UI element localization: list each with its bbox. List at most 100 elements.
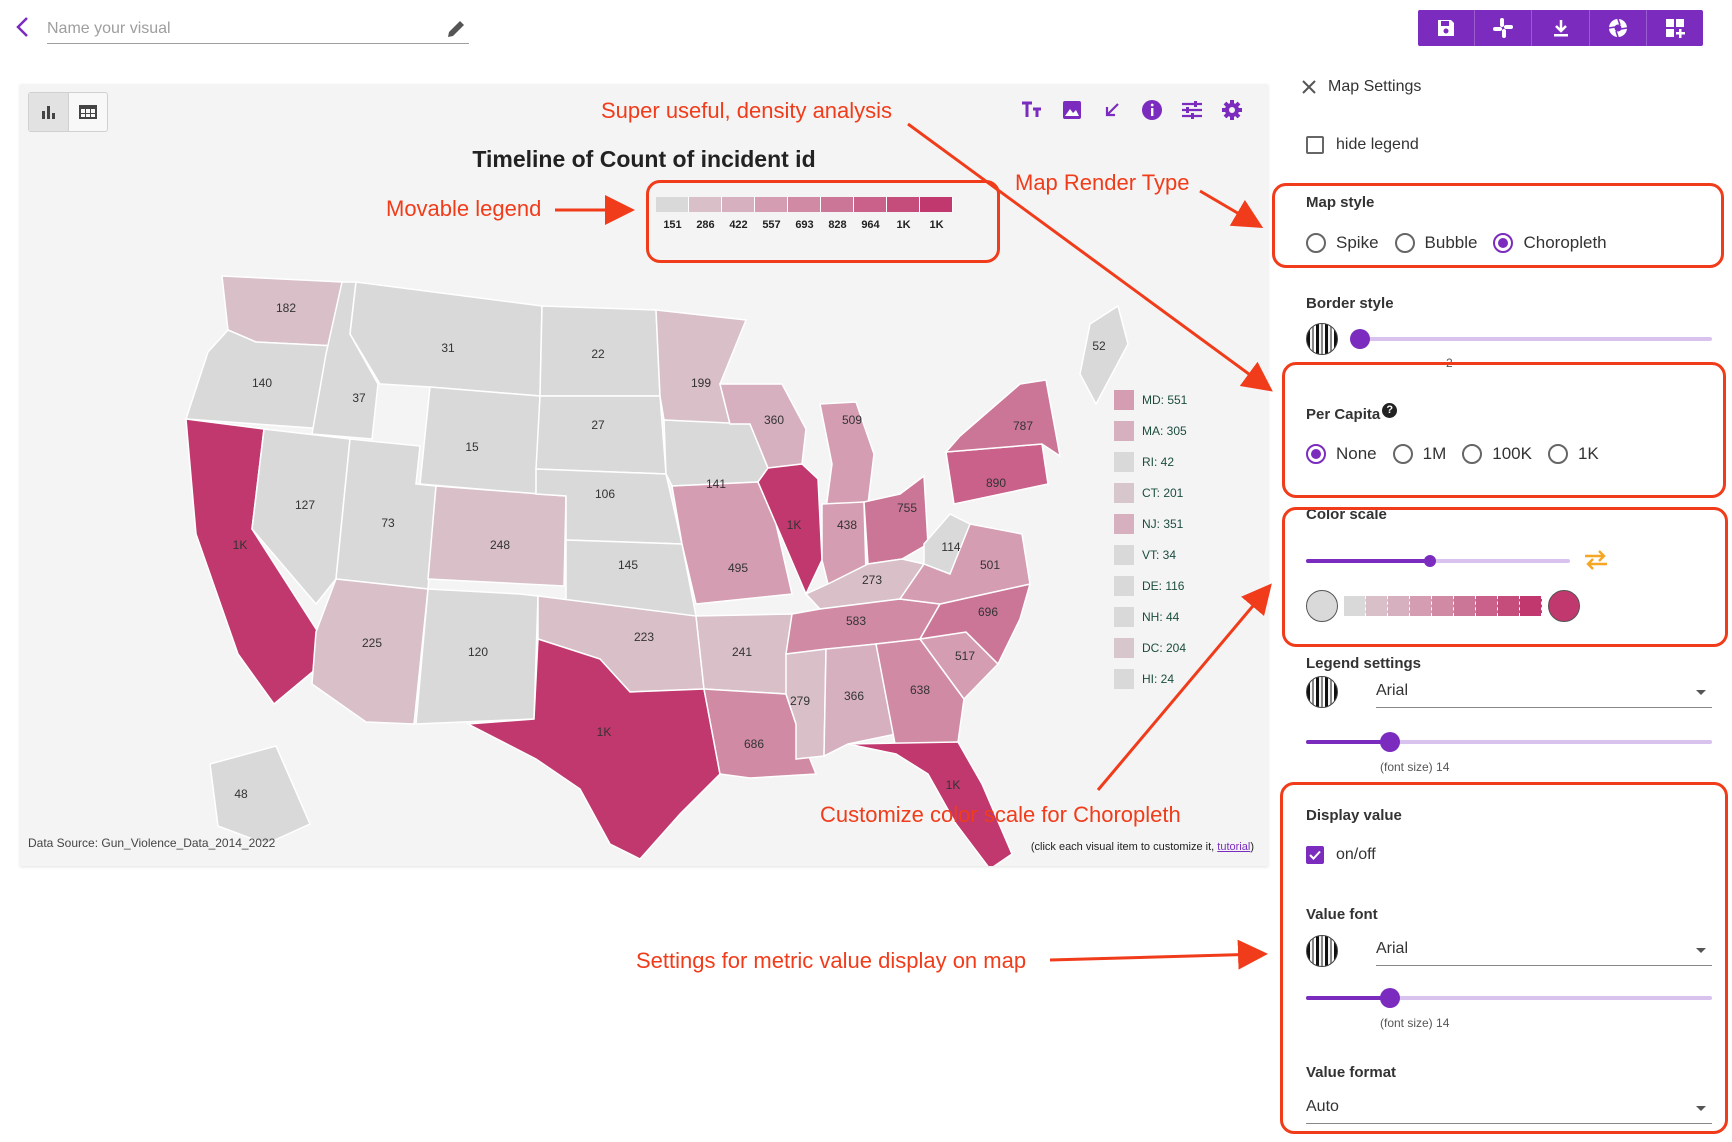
radio-bubble[interactable] xyxy=(1394,233,1415,253)
scale-strip-cell xyxy=(1366,596,1388,616)
scale-swatch xyxy=(755,197,788,212)
state-value-co: 248 xyxy=(490,538,510,552)
radio-1m[interactable] xyxy=(1392,444,1413,464)
slack-button[interactable] xyxy=(1475,10,1533,46)
tutorial-link[interactable]: tutorial xyxy=(1217,841,1251,853)
panel-title: Map Settings xyxy=(1328,78,1422,95)
state-al[interactable] xyxy=(823,643,897,758)
legend-font-select[interactable]: Arial xyxy=(1376,678,1712,708)
scale-strip-cell xyxy=(1498,596,1520,616)
radio-100k[interactable] xyxy=(1462,444,1483,464)
state-value-mi: 509 xyxy=(842,413,862,427)
state-tx[interactable] xyxy=(465,637,721,860)
state-value-pa: 890 xyxy=(986,476,1006,490)
resize-button[interactable] xyxy=(1100,98,1124,122)
state-ny[interactable] xyxy=(944,379,1062,458)
radio-spike[interactable] xyxy=(1306,233,1326,253)
value-font-size-slider[interactable] xyxy=(1306,988,1712,1008)
legend-item: NH: 44 xyxy=(1114,601,1187,632)
info-button[interactable] xyxy=(1140,98,1164,122)
state-oh[interactable] xyxy=(863,474,929,565)
radio-1k[interactable] xyxy=(1547,444,1568,464)
download-button[interactable] xyxy=(1532,10,1590,46)
legend-swatch xyxy=(1114,420,1134,441)
state-nv[interactable] xyxy=(251,428,351,606)
state-value-sc: 517 xyxy=(955,649,975,663)
tune-button[interactable] xyxy=(1180,98,1204,122)
value-font-size-value: (font size) 14 xyxy=(1380,1016,1450,1030)
scale-label: 1K xyxy=(896,219,911,231)
card-toolbar xyxy=(1020,98,1244,122)
display-value-checkbox[interactable] xyxy=(1306,846,1324,864)
chart-view-button[interactable] xyxy=(29,93,69,131)
state-value-ks: 145 xyxy=(618,558,638,572)
value-font-style-icon[interactable] xyxy=(1306,935,1338,967)
state-wy[interactable] xyxy=(419,386,541,495)
map-settings-panel: Map Settings hide legend Map style Spike… xyxy=(1280,70,1732,1142)
border-style-icon[interactable] xyxy=(1306,323,1338,355)
value-font-label: Value font xyxy=(1306,906,1378,923)
border-width-slider[interactable] xyxy=(1350,329,1712,349)
state-value-ia: 141 xyxy=(706,477,726,491)
swap-icon[interactable] xyxy=(1582,548,1610,572)
visual-name-input[interactable] xyxy=(47,16,427,42)
state-wv[interactable] xyxy=(923,513,971,575)
state-il[interactable] xyxy=(757,463,823,596)
scale-swatch xyxy=(788,197,821,212)
settings-button[interactable] xyxy=(1220,98,1244,122)
table-icon xyxy=(78,105,97,119)
legend-item: MD: 551 xyxy=(1114,384,1187,415)
state-value-oh: 755 xyxy=(897,501,917,515)
color-scale-slider[interactable] xyxy=(1306,555,1570,567)
state-fl[interactable] xyxy=(847,741,1013,866)
image-button[interactable] xyxy=(1060,98,1084,122)
state-value-mo: 495 xyxy=(728,561,748,575)
state-az[interactable] xyxy=(311,578,429,725)
legend-swatch xyxy=(1114,389,1134,410)
scale-start-color[interactable] xyxy=(1306,590,1338,622)
state-ak[interactable] xyxy=(209,745,311,845)
hide-legend-checkbox[interactable] xyxy=(1306,136,1324,154)
close-icon[interactable] xyxy=(1300,78,1318,96)
back-button[interactable] xyxy=(12,14,34,40)
legend-font-size-slider[interactable] xyxy=(1306,732,1712,752)
table-view-button[interactable] xyxy=(69,93,108,131)
pencil-icon[interactable] xyxy=(445,18,467,40)
legend-label: MD: 551 xyxy=(1142,392,1188,407)
scale-strip-cell xyxy=(1432,596,1454,616)
aperture-button[interactable] xyxy=(1590,10,1647,46)
state-value-tx: 1K xyxy=(597,725,612,739)
help-icon[interactable]: ? xyxy=(1382,403,1398,418)
scale-label: 151 xyxy=(663,219,682,231)
radio-choropleth[interactable] xyxy=(1493,233,1514,253)
data-source[interactable]: Data Source: Gun_Violence_Data_2014_2022 xyxy=(28,836,276,850)
state-value-fl: 1K xyxy=(946,778,961,792)
state-value-id: 37 xyxy=(352,391,366,405)
legend-font-style-icon[interactable] xyxy=(1306,676,1338,708)
value-format-select[interactable]: Auto xyxy=(1306,1094,1712,1124)
state-mt[interactable] xyxy=(349,281,543,397)
state-value-il: 1K xyxy=(787,518,802,532)
legend-label: NJ: 351 xyxy=(1142,516,1184,531)
add-widget-button[interactable] xyxy=(1647,10,1703,46)
chart-title[interactable]: Timeline of Count of incident id xyxy=(472,146,816,172)
small-states-legend[interactable]: MD: 551 MA: 305 RI: 42 CT: 201 NJ: 351 VT: 34… xyxy=(1114,384,1187,694)
slack-icon xyxy=(1493,18,1514,38)
state-ga[interactable] xyxy=(875,638,965,750)
state-ut[interactable] xyxy=(335,438,437,590)
state-co[interactable] xyxy=(427,485,567,587)
scale-end-color[interactable] xyxy=(1548,590,1580,622)
state-value-ms: 279 xyxy=(790,694,810,708)
value-font-select[interactable]: Arial xyxy=(1376,936,1712,966)
state-value-az: 225 xyxy=(362,636,382,650)
state-sd[interactable] xyxy=(535,395,667,475)
state-pa[interactable] xyxy=(945,443,1049,505)
color-scale-legend[interactable]: 151 286 422 557 693 828 964 1K 1K xyxy=(656,197,953,231)
visual-name-field[interactable] xyxy=(47,16,469,44)
state-nm[interactable] xyxy=(415,588,539,725)
radio-none[interactable] xyxy=(1306,444,1326,464)
legend-item: DE: 116 xyxy=(1114,570,1187,601)
save-button[interactable] xyxy=(1418,10,1476,46)
save-icon xyxy=(1438,20,1455,36)
text-format-button[interactable] xyxy=(1020,98,1044,122)
